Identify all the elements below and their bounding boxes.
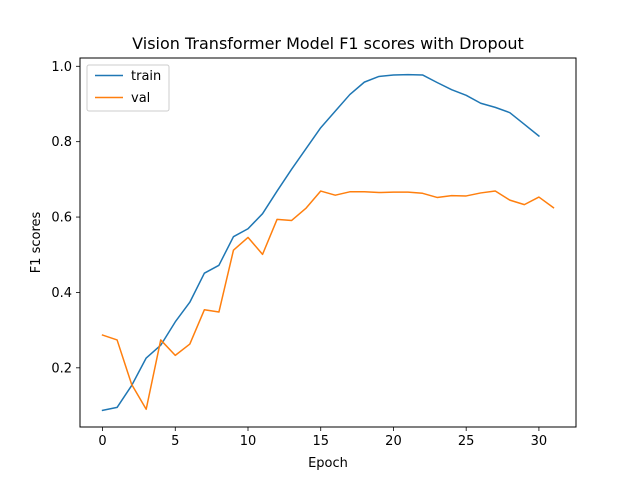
- legend-label-train: train: [131, 69, 161, 84]
- chart-title: Vision Transformer Model F1 scores with …: [132, 34, 524, 53]
- legend-label-val: val: [131, 91, 150, 106]
- x-tick-label-0: 0: [98, 434, 106, 449]
- y-tick-label-0.4: 0.4: [51, 286, 72, 301]
- legend: train val: [87, 65, 169, 111]
- y-tick-label-0.8: 0.8: [51, 135, 72, 150]
- x-tick-label-30: 30: [531, 434, 548, 449]
- y-tick-label-0.6: 0.6: [51, 211, 72, 226]
- x-tick-label-5: 5: [171, 434, 179, 449]
- x-tick-label-15: 15: [312, 434, 329, 449]
- x-tick-label-25: 25: [458, 434, 475, 449]
- y-tick-label-1.0: 1.0: [51, 60, 72, 75]
- x-tick-label-10: 10: [240, 434, 257, 449]
- x-axis-label: Epoch: [308, 456, 348, 471]
- y-axis-label: F1 scores: [29, 211, 44, 273]
- x-tick-label-20: 20: [385, 434, 402, 449]
- y-tick-label-0.2: 0.2: [51, 361, 72, 376]
